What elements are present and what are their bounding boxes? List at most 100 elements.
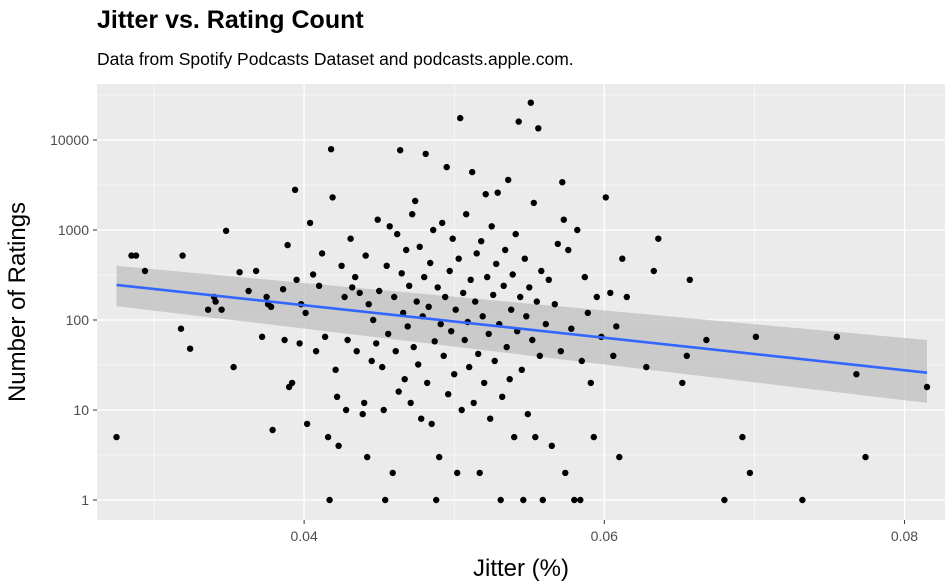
data-point [500,282,507,289]
data-point [386,223,393,230]
data-point [752,333,760,340]
data-point [508,306,515,313]
data-point [427,259,434,267]
data-point [460,289,467,297]
data-point [517,293,524,301]
data-point [186,345,194,352]
data-point [440,352,447,359]
x-tick-label: 0.06 [591,528,618,544]
data-point [368,357,375,365]
data-point [571,496,578,504]
y-axis-ticks: 1 10 100 1000 10000 [50,132,97,508]
data-point [443,163,450,171]
data-point [263,293,270,301]
data-point [445,391,452,398]
data-point [302,309,309,317]
data-point [607,289,614,297]
data-point [418,415,425,422]
data-point [509,271,516,278]
x-axis-ticks: 0.04 0.06 0.08 [290,520,918,544]
data-point [204,306,212,313]
data-point [361,399,368,407]
data-point [650,267,657,275]
data-point [434,284,441,291]
data-point [383,262,390,269]
data-point [491,357,498,365]
data-point [469,168,476,176]
data-point [526,284,533,291]
data-point [532,433,539,441]
data-point [511,433,518,441]
x-tick-label: 0.08 [891,528,918,544]
data-point [538,267,545,275]
data-point [353,348,360,355]
data-point [449,235,456,242]
data-point [515,118,522,125]
data-point [581,273,588,281]
data-point [478,238,485,245]
data-point [230,363,237,371]
data-point [488,223,495,230]
data-point [352,273,359,281]
data-point [565,246,572,254]
data-point [356,289,363,297]
data-point [452,306,459,313]
data-point [379,363,386,371]
data-point [245,287,252,295]
data-point [333,393,341,400]
data-point [431,338,438,345]
data-point [422,150,429,158]
data-point [179,252,186,259]
data-point [533,298,540,305]
data-point [467,276,474,283]
data-point [437,320,444,328]
data-point [424,379,431,387]
data-point [458,406,465,414]
data-point [296,340,303,347]
data-point [560,216,567,223]
data-point [481,379,488,387]
data-point [623,293,630,301]
data-point [113,433,120,441]
confidence-band [116,265,927,403]
data-point [267,303,275,310]
data-point [380,406,387,414]
data-point [746,469,754,477]
data-point [454,469,461,477]
data-point [407,399,414,407]
data-point [521,255,528,262]
confidence-band-group [116,265,927,403]
data-point [416,243,423,250]
data-point [578,357,585,365]
data-point [428,420,435,428]
data-point [721,496,728,504]
data-point [376,287,383,295]
y-tick-label: 100 [66,312,90,328]
data-point [212,298,219,305]
data-point [853,371,860,378]
trend-line [116,283,928,374]
data-point [448,328,455,335]
data-point [613,323,620,330]
data-point [455,255,462,262]
data-point [577,496,584,504]
data-point [539,496,546,504]
data-point [306,219,314,227]
data-point [643,363,650,371]
data-point [484,273,491,281]
data-point [466,363,473,371]
data-point [403,246,410,254]
data-point [288,379,296,387]
data-point [349,284,356,291]
data-point [523,313,530,320]
y-tick-label: 10000 [50,132,89,148]
x-axis-title: Jitter (%) [473,555,569,582]
data-point [584,309,591,317]
data-point [542,320,549,328]
data-point [503,343,510,351]
data-point [412,197,419,205]
data-point [479,313,486,320]
data-point [132,252,140,259]
data-point [524,410,531,418]
